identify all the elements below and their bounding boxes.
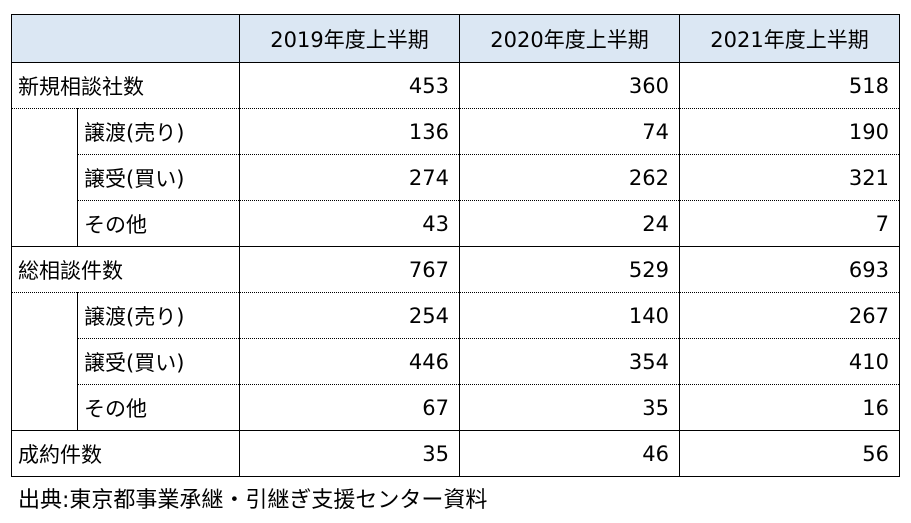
source-caption: 出典:東京都事業承継・引継ぎ支援センター資料 xyxy=(18,488,488,513)
cell-value: 136 xyxy=(239,108,460,155)
row-label: その他 xyxy=(77,200,240,247)
cell-value: 140 xyxy=(459,292,680,339)
cell-value: 16 xyxy=(679,384,900,431)
header-2020: 2020年度上半期 xyxy=(459,14,680,63)
cell-value: 410 xyxy=(679,338,900,385)
cell-value: 453 xyxy=(239,62,460,109)
header-row: 2019年度上半期 2020年度上半期 2021年度上半期 xyxy=(11,14,900,63)
table-row-new-consult-companies: 新規相談社数 453 360 518 xyxy=(11,62,900,109)
row-label: 譲受(買い) xyxy=(77,338,240,385)
table-row: 譲受(買い) 446 354 410 xyxy=(11,338,900,385)
header-2021: 2021年度上半期 xyxy=(679,14,900,63)
indent-spacer xyxy=(11,338,78,385)
row-label: 新規相談社数 xyxy=(11,62,240,109)
cell-value: 67 xyxy=(239,384,460,431)
table-row-contracts: 成約件数 35 46 56 xyxy=(11,430,900,477)
row-label: 総相談件数 xyxy=(11,246,240,293)
table-row: 譲渡(売り) 254 140 267 xyxy=(11,292,900,339)
cell-value: 518 xyxy=(679,62,900,109)
cell-value: 7 xyxy=(679,200,900,247)
table-row: その他 67 35 16 xyxy=(11,384,900,431)
statistics-table: 2019年度上半期 2020年度上半期 2021年度上半期 新規相談社数 453… xyxy=(11,14,900,477)
row-label: その他 xyxy=(77,384,240,431)
cell-value: 56 xyxy=(679,430,900,477)
row-label: 譲受(買い) xyxy=(77,154,240,201)
cell-value: 35 xyxy=(239,430,460,477)
cell-value: 190 xyxy=(679,108,900,155)
table-row: 譲受(買い) 274 262 321 xyxy=(11,154,900,201)
cell-value: 46 xyxy=(459,430,680,477)
row-label: 譲渡(売り) xyxy=(77,108,240,155)
indent-spacer xyxy=(11,200,78,247)
cell-value: 767 xyxy=(239,246,460,293)
row-label: 譲渡(売り) xyxy=(77,292,240,339)
cell-value: 446 xyxy=(239,338,460,385)
cell-value: 529 xyxy=(459,246,680,293)
indent-spacer xyxy=(11,292,78,339)
indent-spacer xyxy=(11,384,78,431)
cell-value: 254 xyxy=(239,292,460,339)
cell-value: 267 xyxy=(679,292,900,339)
header-2019: 2019年度上半期 xyxy=(239,14,460,63)
cell-value: 43 xyxy=(239,200,460,247)
cell-value: 262 xyxy=(459,154,680,201)
cell-value: 74 xyxy=(459,108,680,155)
table-row: 譲渡(売り) 136 74 190 xyxy=(11,108,900,155)
indent-spacer xyxy=(11,108,78,155)
cell-value: 274 xyxy=(239,154,460,201)
cell-value: 360 xyxy=(459,62,680,109)
cell-value: 321 xyxy=(679,154,900,201)
header-blank-cell xyxy=(11,14,240,63)
cell-value: 354 xyxy=(459,338,680,385)
table-row: その他 43 24 7 xyxy=(11,200,900,247)
indent-spacer xyxy=(11,154,78,201)
cell-value: 24 xyxy=(459,200,680,247)
table-row-total-consults: 総相談件数 767 529 693 xyxy=(11,246,900,293)
cell-value: 693 xyxy=(679,246,900,293)
row-label: 成約件数 xyxy=(11,430,240,477)
cell-value: 35 xyxy=(459,384,680,431)
